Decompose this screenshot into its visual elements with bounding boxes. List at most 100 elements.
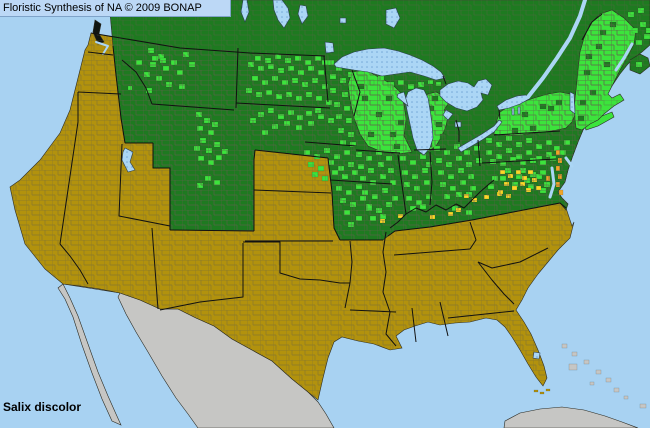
bahama-islands: [623, 395, 629, 400]
ca-nv-border: [59, 92, 79, 245]
wi-il-border: [355, 149, 401, 154]
tn-nc-border: [469, 221, 477, 250]
lake-winnipegosis: [240, 0, 250, 23]
id-mt-border: [121, 59, 153, 105]
finger-lake-2: [517, 106, 521, 115]
bahama-islands: [571, 351, 578, 357]
title-bar: Floristic Synthesis of NA © 2009 BONAP: [0, 0, 231, 17]
wisconsin-bright-counties: [348, 70, 412, 154]
mo-west-border: [327, 157, 341, 241]
ia-mo-border: [330, 179, 393, 185]
ne-ks-border: [253, 189, 332, 194]
nd-sd-border: [235, 102, 331, 109]
nc-sc-border: [477, 247, 549, 269]
lake-michigan: [404, 87, 434, 156]
nova-scotia-counties: [630, 54, 650, 74]
baja-california: [57, 283, 122, 426]
ky-tn-border: [387, 219, 473, 237]
mi-south-border: [413, 148, 447, 151]
lake-nipigon: [385, 7, 401, 29]
lake-superior: [333, 47, 446, 81]
county-rare-orange: [558, 189, 564, 196]
lake-huron: [439, 78, 493, 112]
sault-border: [442, 75, 447, 85]
nd-mn-border: [323, 55, 329, 103]
mt-wy-border: [151, 103, 235, 111]
ok-tx-border: [243, 241, 350, 284]
us-canada-border: [90, 32, 326, 57]
chesapeake-bay: [548, 166, 556, 199]
tn-south-border: [393, 248, 471, 256]
sc-ga-border: [477, 261, 515, 305]
in-oh-border: [429, 151, 433, 206]
pa-md-border: [481, 158, 557, 164]
mt-nd-border: [235, 47, 239, 109]
tx-nm-border: [159, 243, 244, 311]
ar-ok-border: [349, 240, 353, 284]
or-ca-border: [77, 91, 122, 95]
bahama-islands: [605, 377, 612, 383]
wa-id-or-border: [112, 45, 126, 144]
ar-la-border: [349, 309, 397, 313]
great-salt-lake: [121, 147, 136, 173]
niagara-border: [498, 109, 501, 120]
bahama-islands: [639, 403, 647, 409]
oh-pa-border: [477, 139, 481, 167]
bahama-islands: [568, 363, 578, 371]
finger-lake-1: [511, 107, 515, 116]
co-nm-border: [169, 229, 255, 232]
mn-ia-border: [304, 141, 357, 147]
manitoba-east-lake: [297, 4, 309, 25]
bahama-islands: [595, 369, 602, 375]
saginaw-bay: [442, 109, 454, 121]
wa-or-border: [87, 51, 114, 56]
il-in-border: [397, 154, 407, 215]
lake-champlain: [569, 91, 576, 115]
lake-erie: [457, 119, 503, 153]
green-bay: [396, 91, 409, 107]
me-canada-border: [581, 13, 603, 41]
detroit-river-border: [455, 119, 460, 142]
species-name-label: Salix discolor: [3, 400, 82, 414]
florida-keys: [533, 389, 539, 393]
bay-of-fundy: [614, 42, 634, 72]
bahama-islands: [561, 343, 568, 349]
lake-winnipeg: [272, 0, 291, 29]
bahama-islands: [583, 359, 590, 365]
bahama-islands: [613, 387, 620, 393]
nv-ut-az-border: [118, 143, 171, 227]
florida-keys: [545, 388, 551, 392]
co-east-border: [253, 149, 256, 231]
mississippi-river-border: [382, 231, 397, 347]
st-lawrence-river: [526, 0, 587, 99]
mn-wi-border: [351, 69, 361, 117]
delaware-bay: [564, 156, 574, 168]
ut-co-border: [152, 143, 171, 230]
bahama-islands: [589, 381, 595, 386]
va-nc-border: [471, 202, 567, 221]
lac-seul: [339, 17, 347, 24]
ms-al-border: [411, 307, 417, 343]
lake-okeechobee: [532, 351, 541, 360]
map-title: Floristic Synthesis of NA © 2009 BONAP: [3, 2, 202, 14]
lake-ontario: [496, 94, 530, 111]
newengland-bright-counties: [574, 10, 636, 130]
sd-ne-border: [254, 149, 329, 159]
ga-fl-border: [447, 310, 515, 319]
county-texture-layer: [10, 0, 650, 400]
pa-ny-border: [493, 130, 561, 136]
ohio-river-border: [389, 179, 495, 229]
columbia-river: [95, 41, 109, 55]
newyork-bright-counties: [494, 92, 576, 136]
water-bodies-layer: [95, 0, 634, 360]
cuba: [503, 406, 639, 428]
tx-la-border: [344, 282, 351, 309]
lake-of-the-woods: [324, 41, 335, 54]
ca-az-border: [59, 243, 89, 285]
al-ga-border: [439, 301, 449, 337]
az-nm-border: [151, 227, 159, 310]
state-borders-layer: [59, 13, 603, 347]
florida-keys: [539, 391, 545, 395]
